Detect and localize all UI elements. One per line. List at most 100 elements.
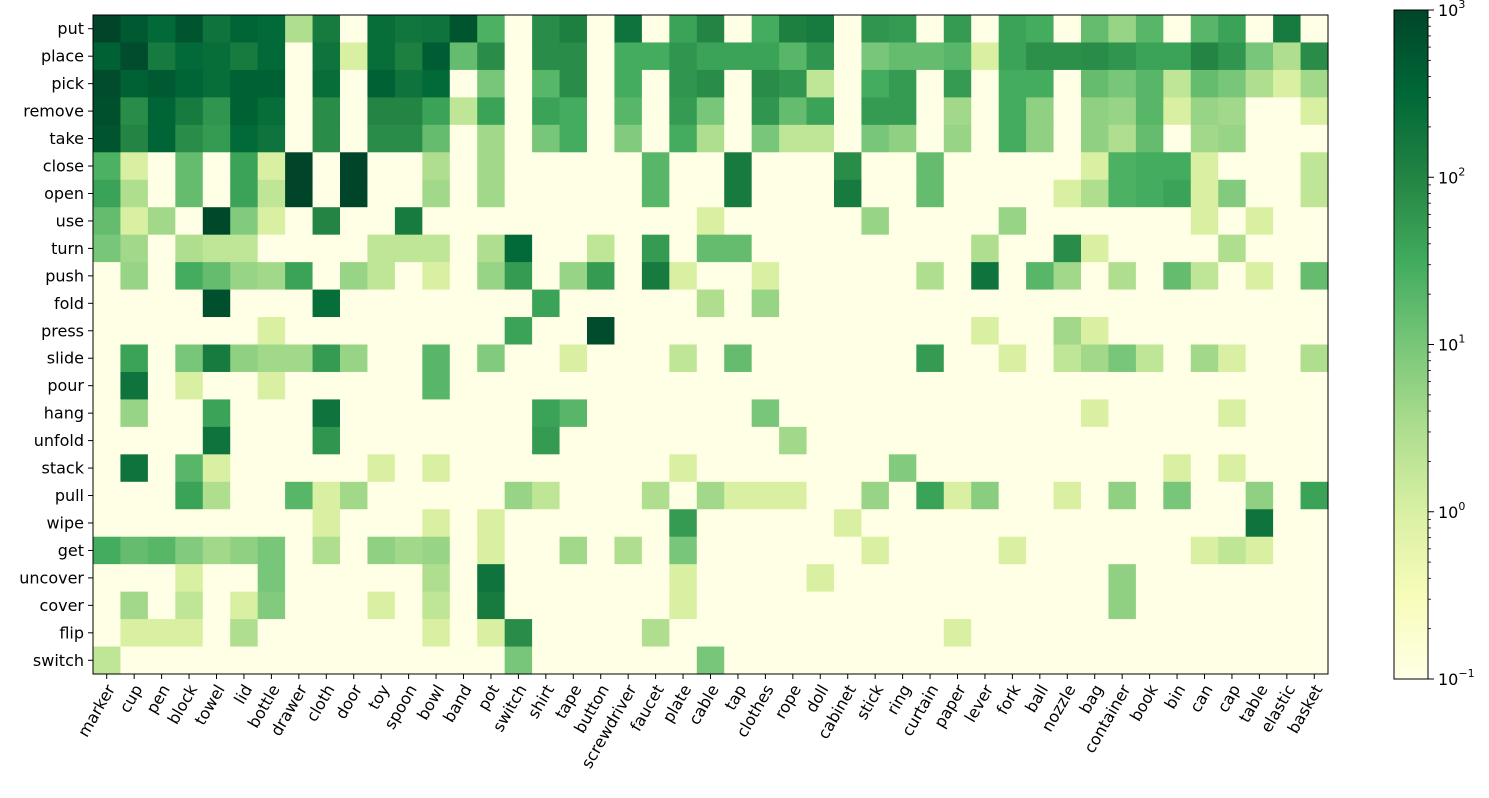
heatmap-cell-cover-bin xyxy=(1163,591,1192,620)
heatmap-cell-open-bin xyxy=(1163,179,1192,208)
heatmap-cell-pull-can xyxy=(1190,481,1219,510)
heatmap-cell-wipe-container xyxy=(1108,509,1137,538)
heatmap-cell-fold-drawer xyxy=(285,289,314,318)
heatmap-cell-take-screwdriver xyxy=(614,124,643,153)
heatmap-cell-fold-band xyxy=(449,289,478,318)
heatmap-cell-pour-pen xyxy=(147,371,176,401)
heatmap-cell-open-elastic xyxy=(1273,179,1302,208)
heatmap-cell-stack-container xyxy=(1108,454,1137,483)
heatmap-cell-press-marker xyxy=(93,317,122,346)
heatmap-cell-close-marker xyxy=(93,152,122,181)
heatmap-cell-stack-screwdriver xyxy=(614,454,643,483)
heatmap-cell-cover-bottle xyxy=(257,591,286,620)
heatmap-cell-cover-faucet xyxy=(641,591,670,620)
heatmap-cell-turn-tap xyxy=(724,234,753,263)
heatmap-cell-flip-basket xyxy=(1300,619,1329,648)
heatmap-cell-press-doll xyxy=(806,317,835,346)
heatmap-cell-close-button xyxy=(587,152,616,181)
heatmap-cell-press-clothes xyxy=(751,317,780,346)
heatmap-cell-use-switch xyxy=(504,207,533,236)
heatmap-cell-press-cup xyxy=(120,317,149,346)
heatmap-cell-turn-bottle xyxy=(257,234,286,263)
heatmap-cell-take-shirt xyxy=(532,124,561,153)
heatmap-cell-pour-bowl xyxy=(422,371,451,401)
heatmap-cell-pull-drawer xyxy=(285,481,314,510)
heatmap-cell-put-faucet xyxy=(641,15,670,44)
heatmap-cell-switch-elastic xyxy=(1273,646,1302,675)
heatmap-cell-use-shirt xyxy=(532,207,561,236)
heatmap-cell-unfold-stick xyxy=(861,426,890,455)
heatmap-cell-slide-paper xyxy=(943,344,972,373)
heatmap-cell-take-bottle xyxy=(257,124,286,153)
heatmap-cell-take-container xyxy=(1108,124,1137,153)
heatmap-cell-pick-door xyxy=(340,69,369,98)
heatmap-cell-pour-bin xyxy=(1163,371,1192,401)
heatmap-cell-pour-marker xyxy=(93,371,122,401)
heatmap-cell-switch-towel xyxy=(202,646,231,675)
heatmap-cell-hang-fork xyxy=(998,399,1027,428)
colorbar-tick-exponent: 1 xyxy=(1458,333,1465,346)
heatmap-cell-place-plate xyxy=(669,42,698,71)
heatmap-cell-slide-screwdriver xyxy=(614,344,643,373)
heatmap-cell-fold-spoon xyxy=(394,289,423,318)
heatmap-cell-press-block xyxy=(175,317,204,346)
heatmap-cell-get-door xyxy=(340,536,369,565)
heatmap-cell-flip-fork xyxy=(998,619,1027,648)
heatmap-cell-uncover-fork xyxy=(998,564,1027,593)
heatmap-cell-close-screwdriver xyxy=(614,152,643,181)
heatmap-cell-open-tap xyxy=(724,179,753,208)
heatmap-cell-stack-book xyxy=(1135,454,1164,483)
heatmap-cell-switch-pen xyxy=(147,646,176,675)
heatmap-cell-put-cabinet xyxy=(834,15,863,44)
heatmap-cell-turn-clothes xyxy=(751,234,780,263)
heatmap-cell-take-doll xyxy=(806,124,835,153)
heatmap-cell-unfold-book xyxy=(1135,426,1164,455)
heatmap-cell-slide-plate xyxy=(669,344,698,373)
heatmap-cell-push-basket xyxy=(1300,262,1329,291)
heatmap-cell-unfold-paper xyxy=(943,426,972,455)
heatmap-cell-open-ball xyxy=(1026,179,1055,208)
heatmap-cell-open-screwdriver xyxy=(614,179,643,208)
heatmap-cell-cover-block xyxy=(175,591,204,620)
colorbar-tick-exponent: −1 xyxy=(1458,667,1474,680)
heatmap-cell-pour-pot xyxy=(477,371,506,401)
heatmap-cell-flip-clothes xyxy=(751,619,780,648)
heatmap-cell-close-stick xyxy=(861,152,890,181)
heatmap-cell-pull-door xyxy=(340,481,369,510)
heatmap-cell-put-rope xyxy=(779,15,808,44)
heatmap-cell-switch-button xyxy=(587,646,616,675)
heatmap-cell-pour-cup xyxy=(120,371,149,401)
heatmap-cell-pour-nozzle xyxy=(1053,371,1082,401)
heatmap-cell-flip-cap xyxy=(1218,619,1247,648)
heatmap-cell-open-clothes xyxy=(751,179,780,208)
heatmap-cell-push-container xyxy=(1108,262,1137,291)
heatmap-cell-turn-cable xyxy=(696,234,725,263)
heatmap-cell-hang-drawer xyxy=(285,399,314,428)
heatmap-cell-take-button xyxy=(587,124,616,153)
heatmap-cell-press-cable xyxy=(696,317,725,346)
heatmap-cell-get-can xyxy=(1190,536,1219,565)
heatmap-cell-fold-pen xyxy=(147,289,176,318)
y-tick-label-pull: pull xyxy=(55,486,84,505)
heatmap-cell-close-faucet xyxy=(641,152,670,181)
heatmap-cell-cover-paper xyxy=(943,591,972,620)
heatmap-cell-pour-doll xyxy=(806,371,835,401)
y-tick-label-uncover: uncover xyxy=(19,568,84,587)
heatmap-cell-pick-bin xyxy=(1163,69,1192,98)
heatmap-cell-pour-door xyxy=(340,371,369,401)
heatmap-cell-close-switch xyxy=(504,152,533,181)
heatmap-cell-push-stick xyxy=(861,262,890,291)
heatmap-cell-hang-block xyxy=(175,399,204,428)
heatmap-cell-uncover-table xyxy=(1245,564,1274,593)
heatmap-cell-turn-block xyxy=(175,234,204,263)
heatmap-cell-put-ring xyxy=(888,15,917,44)
heatmap-cell-fold-clothes xyxy=(751,289,780,318)
heatmap-cell-uncover-shirt xyxy=(532,564,561,593)
heatmap-cell-put-door xyxy=(340,15,369,44)
heatmap-cell-use-paper xyxy=(943,207,972,236)
heatmap-cell-turn-rope xyxy=(779,234,808,263)
heatmap-cell-get-band xyxy=(449,536,478,565)
heatmap-cell-flip-lever xyxy=(971,619,1000,648)
heatmap-cell-hang-ring xyxy=(888,399,917,428)
heatmap-cell-cover-towel xyxy=(202,591,231,620)
